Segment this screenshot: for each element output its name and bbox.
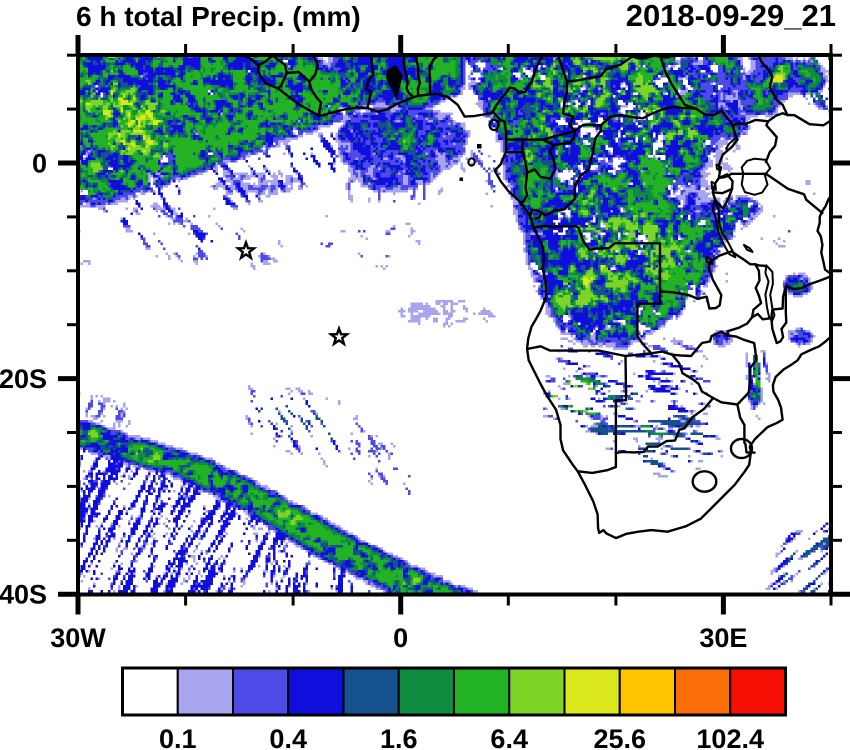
svg-text:6 h total Precip. (mm): 6 h total Precip. (mm) xyxy=(76,1,361,32)
svg-text:25.6: 25.6 xyxy=(594,724,647,750)
svg-text:0: 0 xyxy=(32,149,47,179)
svg-text:30W: 30W xyxy=(50,623,106,653)
svg-text:40S: 40S xyxy=(0,580,47,610)
svg-text:0: 0 xyxy=(393,623,408,653)
svg-text:1.6: 1.6 xyxy=(380,724,418,750)
svg-text:20S: 20S xyxy=(0,364,47,394)
svg-text:0.4: 0.4 xyxy=(269,724,307,750)
svg-text:6.4: 6.4 xyxy=(490,724,528,750)
svg-text:102.4: 102.4 xyxy=(696,724,764,750)
svg-text:0.1: 0.1 xyxy=(159,724,197,750)
svg-text:30E: 30E xyxy=(699,623,747,653)
svg-text:2018-09-29_21: 2018-09-29_21 xyxy=(626,0,836,33)
